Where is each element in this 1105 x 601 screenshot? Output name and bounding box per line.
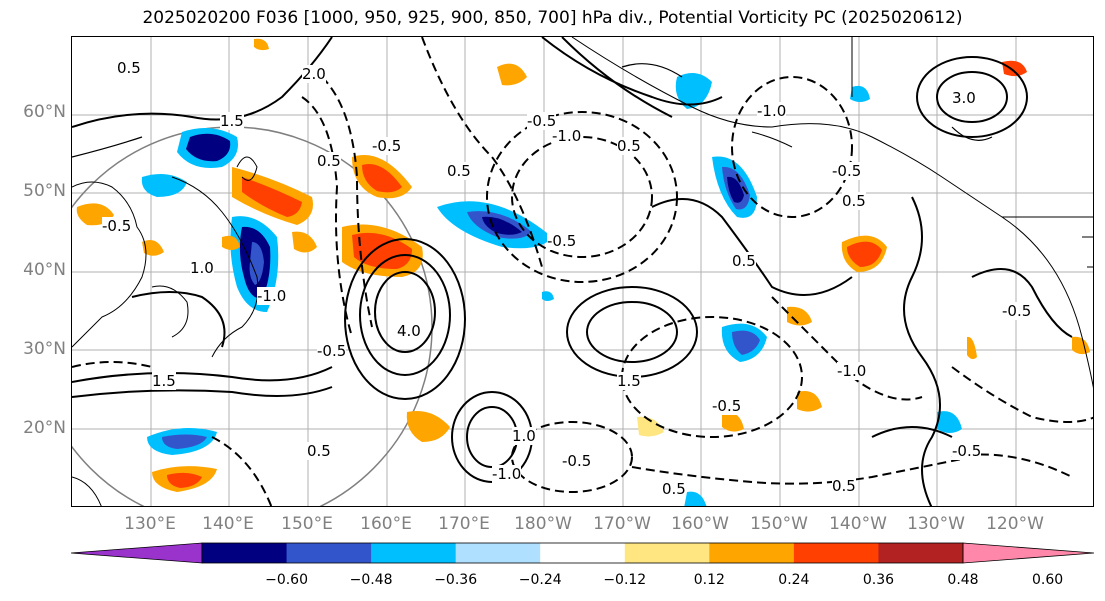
colorbar-bin <box>878 543 964 563</box>
colorbar-bin <box>455 543 541 563</box>
colorbar-tick-label: 0.36 <box>862 572 895 588</box>
contour-label: -0.5 <box>712 397 742 415</box>
lon-label: 160°E <box>360 514 412 534</box>
lat-label-50n: 50°N <box>23 181 66 201</box>
colorbar-bin <box>709 543 795 563</box>
contour-label: 0.5 <box>662 480 686 498</box>
contour-label: 0.5 <box>117 59 141 77</box>
lon-label: 170°W <box>593 514 651 534</box>
colorbar-bin <box>202 543 288 563</box>
colorbar-tick-label: −0.12 <box>603 572 647 588</box>
lon-label: 140°W <box>829 514 887 534</box>
contour-label: 0.5 <box>732 252 756 270</box>
colorbar-bin <box>540 543 626 563</box>
colorbar-tick-label: −0.48 <box>349 572 393 588</box>
coastlines <box>72 37 1093 506</box>
contour-label: -0.5 <box>832 162 862 180</box>
lon-label: 160°W <box>671 514 729 534</box>
contour-label: 0.5 <box>447 162 471 180</box>
map-plot <box>72 37 1093 506</box>
colorbar-bin <box>286 543 372 563</box>
contour-label: -0.5 <box>372 137 402 155</box>
contour-label: 1.0 <box>512 427 536 445</box>
lon-label: 140°E <box>202 514 254 534</box>
contour-label: -0.5 <box>1002 302 1032 320</box>
contour-label: -1.0 <box>492 465 522 483</box>
lon-label: 170°E <box>438 514 490 534</box>
contour-label: 0.5 <box>842 192 866 210</box>
colorbar-tick-label: −0.36 <box>434 572 478 588</box>
contour-label: -1.0 <box>837 362 867 380</box>
colorbar-bin <box>624 543 710 563</box>
contour-label: 1.5 <box>617 372 641 390</box>
lon-label: 130°W <box>907 514 965 534</box>
colorbar-tick-label: 0.48 <box>947 572 979 588</box>
lon-label: 150°W <box>750 514 808 534</box>
map-title: 2025020200 F036 [1000, 950, 925, 900, 85… <box>142 8 963 28</box>
colorbar-tick-label: −0.24 <box>518 572 562 588</box>
colorbar-tick-label: 0.12 <box>693 572 725 588</box>
contour-label: -0.5 <box>547 232 577 250</box>
map-area: 0.5 1.5 2.0 1.0 -0.5 -1.0 -0.5 0.5 -0.5 … <box>71 36 1094 507</box>
lon-label: 130°E <box>124 514 176 534</box>
contour-label: 0.5 <box>317 152 341 170</box>
colorbar <box>71 542 1094 564</box>
contour-label: -0.5 <box>102 217 132 235</box>
colorbar-extend-high <box>962 542 1094 564</box>
contour-label: 2.0 <box>302 65 326 83</box>
colorbar-tick-label: 0.24 <box>778 572 810 588</box>
colorbar-bin <box>793 543 879 563</box>
contour-label: -1.0 <box>552 127 582 145</box>
colorbar-bin <box>371 543 457 563</box>
lat-label-60n: 60°N <box>23 102 66 122</box>
contour-label: -0.5 <box>952 442 982 460</box>
contour-label: 1.5 <box>152 372 176 390</box>
contour-label: -1.0 <box>757 102 787 120</box>
pv-shading <box>76 38 1090 506</box>
lat-label-40n: 40°N <box>23 260 66 280</box>
contour-label: -0.5 <box>527 112 557 130</box>
contour-label: -0.5 <box>317 342 347 360</box>
contour-label: -1.0 <box>257 287 287 305</box>
contour-label: 4.0 <box>397 322 421 340</box>
contour-label: 3.0 <box>952 89 976 107</box>
contour-label: 1.5 <box>220 112 244 130</box>
colorbar-tick-label: 0.60 <box>1031 572 1064 588</box>
lon-label: 180°W <box>514 514 572 534</box>
colorbar-tick-label: −0.60 <box>265 572 308 588</box>
lon-label: 150°E <box>281 514 333 534</box>
negative-contours <box>72 37 1093 506</box>
lat-label-30n: 30°N <box>23 339 66 359</box>
contour-label: -0.5 <box>562 452 592 470</box>
lon-label: 120°W <box>986 514 1044 534</box>
lat-label-20n: 20°N <box>23 418 66 438</box>
contour-label: 0.5 <box>617 137 641 155</box>
minor-contours <box>72 63 993 158</box>
colorbar-extend-low <box>71 542 203 564</box>
contour-label: 0.5 <box>832 477 856 495</box>
contour-label: 0.5 <box>307 442 331 460</box>
contour-label: 1.0 <box>190 259 214 277</box>
